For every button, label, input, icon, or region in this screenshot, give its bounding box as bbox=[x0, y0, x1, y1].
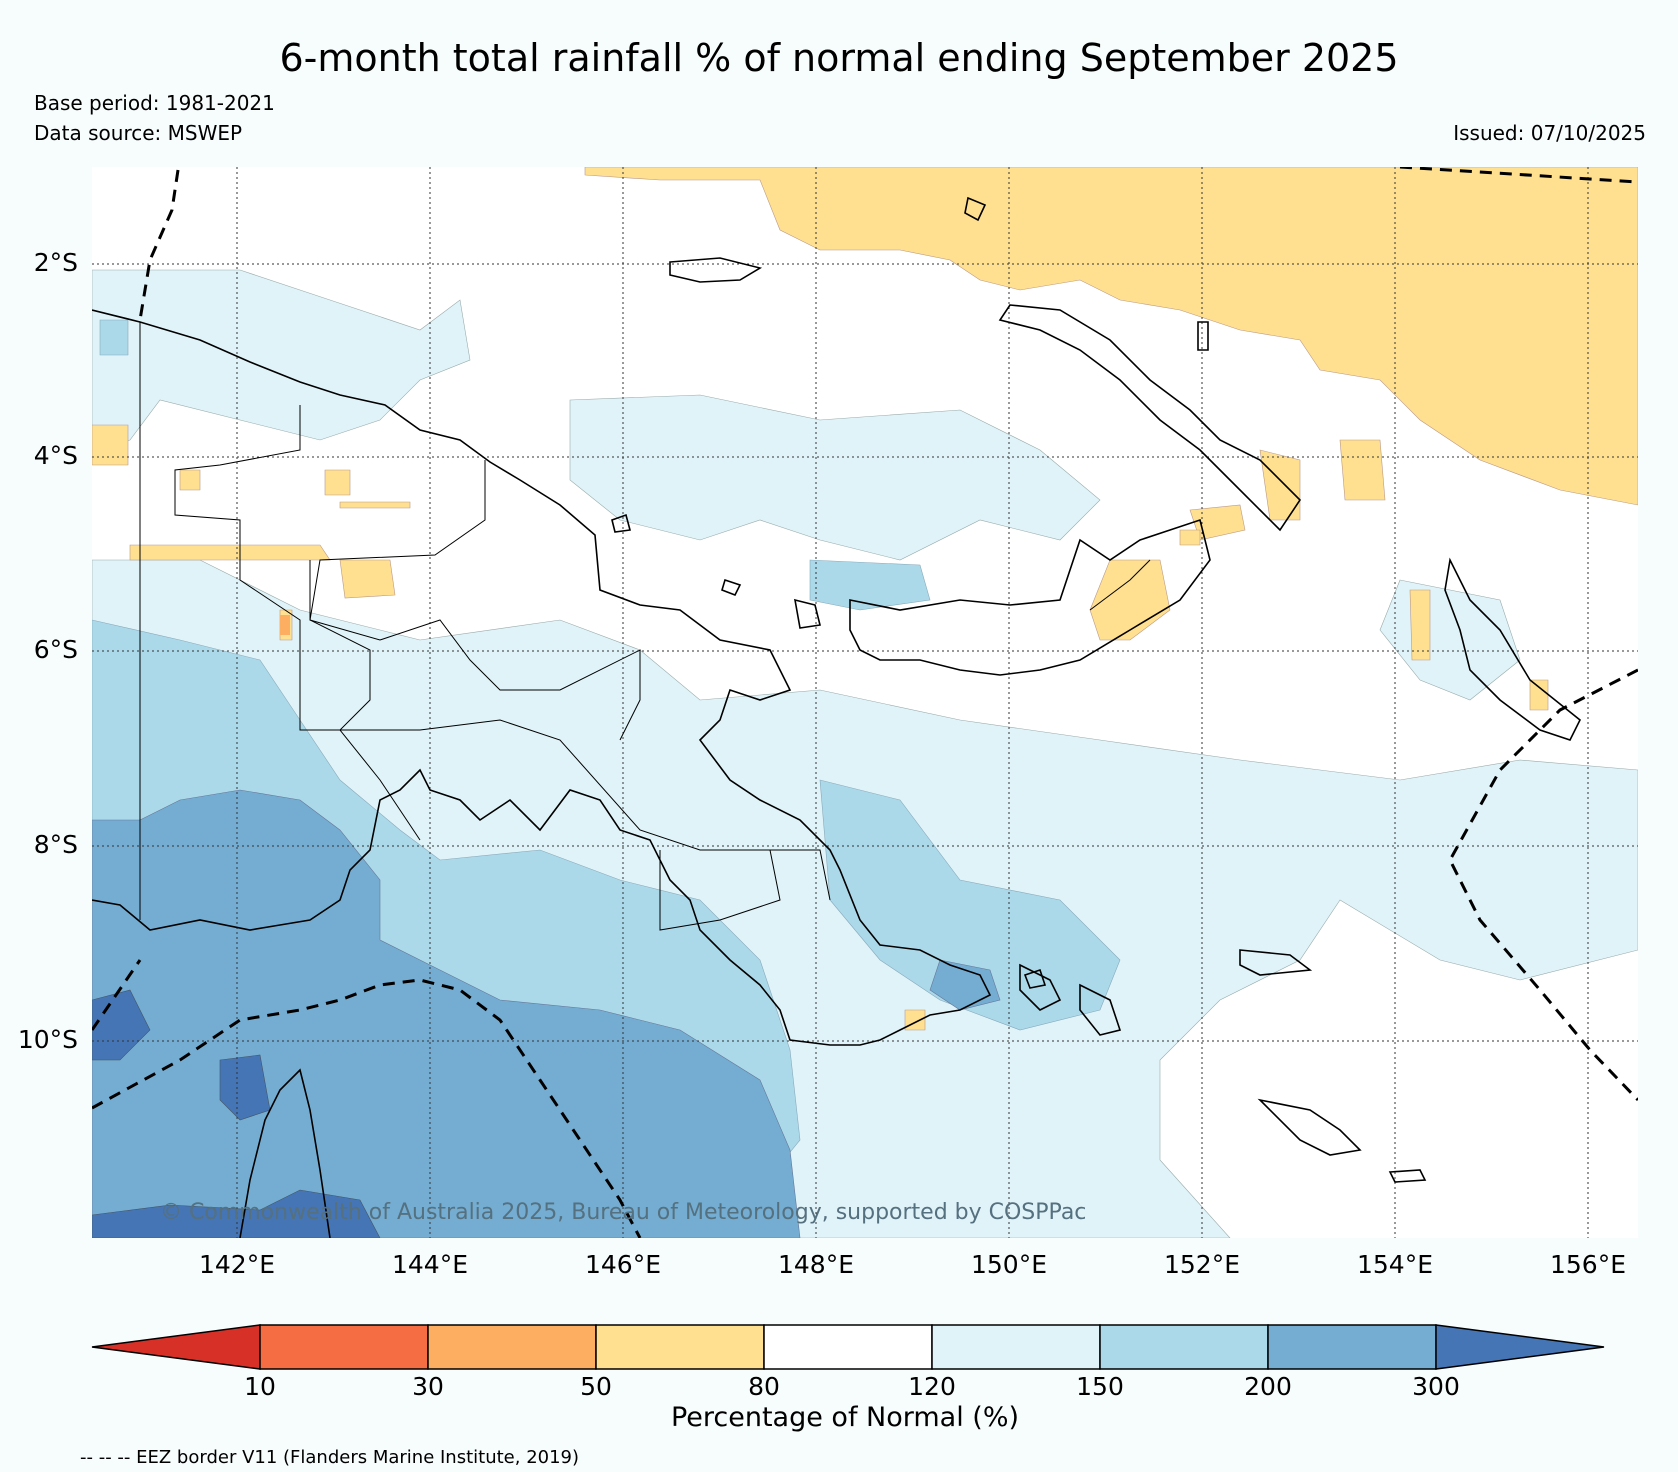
lon-label-146e: 146°E bbox=[584, 1250, 661, 1279]
lon-label-148e: 148°E bbox=[777, 1250, 854, 1279]
colorbar-tick: 30 bbox=[412, 1372, 444, 1401]
colorbar-tick: 200 bbox=[1244, 1372, 1292, 1401]
lat-label-6s: 6°S bbox=[33, 635, 78, 664]
wet-200-region bbox=[809, 559, 931, 611]
dry-80-region bbox=[1409, 589, 1431, 661]
eez-borders bbox=[92, 167, 1638, 1238]
wet-200-region bbox=[99, 319, 129, 356]
graticule bbox=[92, 167, 1638, 1238]
very-wet-region bbox=[92, 1189, 381, 1238]
wet-300-region bbox=[92, 789, 801, 1238]
dry-80-region bbox=[324, 469, 351, 496]
colorbar-segment bbox=[1267, 1324, 1437, 1370]
data-source: Data source: MSWEP bbox=[34, 121, 243, 145]
copyright-notice: © Commonwealth of Australia 2025, Bureau… bbox=[160, 1200, 1087, 1225]
dry-80-region bbox=[1259, 449, 1301, 521]
colorbar-tick: 150 bbox=[1076, 1372, 1124, 1401]
dry-80-region bbox=[1529, 679, 1549, 711]
province-borders bbox=[139, 322, 1151, 931]
lat-label-2s: 2°S bbox=[33, 248, 78, 277]
colorbar-tick: 10 bbox=[244, 1372, 276, 1401]
eez-legend-note: -- -- -- EEZ border V11 (Flanders Marine… bbox=[80, 1447, 580, 1468]
wet-300-region bbox=[929, 959, 1001, 1011]
wet-150-region bbox=[569, 394, 1101, 561]
colorbar-tick: 80 bbox=[748, 1372, 780, 1401]
dry-80-region bbox=[179, 469, 201, 491]
dry-80-region bbox=[339, 559, 396, 599]
very-wet-region bbox=[219, 1054, 271, 1121]
colorbar-extend-low bbox=[91, 1324, 261, 1370]
issued-date: Issued: 07/10/2025 bbox=[1453, 121, 1646, 145]
wet-150-region bbox=[92, 269, 471, 451]
dry-50-region bbox=[280, 615, 290, 635]
lon-label-144e: 144°E bbox=[391, 1250, 468, 1279]
lat-label-8s: 8°S bbox=[33, 830, 78, 859]
colorbar-tick: 300 bbox=[1412, 1372, 1460, 1401]
map-layer bbox=[92, 167, 1638, 1238]
colorbar-tick: 120 bbox=[908, 1372, 956, 1401]
lon-label-156e: 156°E bbox=[1549, 1250, 1626, 1279]
colorbar-segment bbox=[763, 1324, 933, 1370]
colorbar-segment bbox=[931, 1324, 1101, 1370]
colorbar-segment bbox=[595, 1324, 765, 1370]
base-period: Base period: 1981-2021 bbox=[34, 91, 275, 115]
lat-label-4s: 4°S bbox=[33, 441, 78, 470]
colorbar-segment bbox=[1099, 1324, 1269, 1370]
colorbar-tick: 50 bbox=[580, 1372, 612, 1401]
colorbar-label: Percentage of Normal (%) bbox=[670, 1402, 1020, 1433]
colorbar-extend-high bbox=[1435, 1324, 1605, 1370]
coastlines bbox=[92, 196, 1582, 1238]
dry-80-region bbox=[339, 501, 411, 509]
wet-200-region bbox=[819, 779, 1121, 1031]
lon-label-152e: 152°E bbox=[1163, 1250, 1240, 1279]
dry-80-region bbox=[92, 424, 129, 466]
lon-label-142e: 142°E bbox=[198, 1250, 275, 1279]
colorbar-segment bbox=[259, 1324, 429, 1370]
map-title: 6-month total rainfall % of normal endin… bbox=[279, 36, 1399, 80]
lon-label-154e: 154°E bbox=[1356, 1250, 1433, 1279]
lon-label-150e: 150°E bbox=[970, 1250, 1047, 1279]
dry-80-region bbox=[1179, 529, 1201, 546]
colorbar-segment bbox=[427, 1324, 597, 1370]
dry-80-region bbox=[584, 167, 1638, 506]
lat-label-10s: 10°S bbox=[17, 1025, 78, 1054]
dry-80-region bbox=[1339, 439, 1386, 501]
